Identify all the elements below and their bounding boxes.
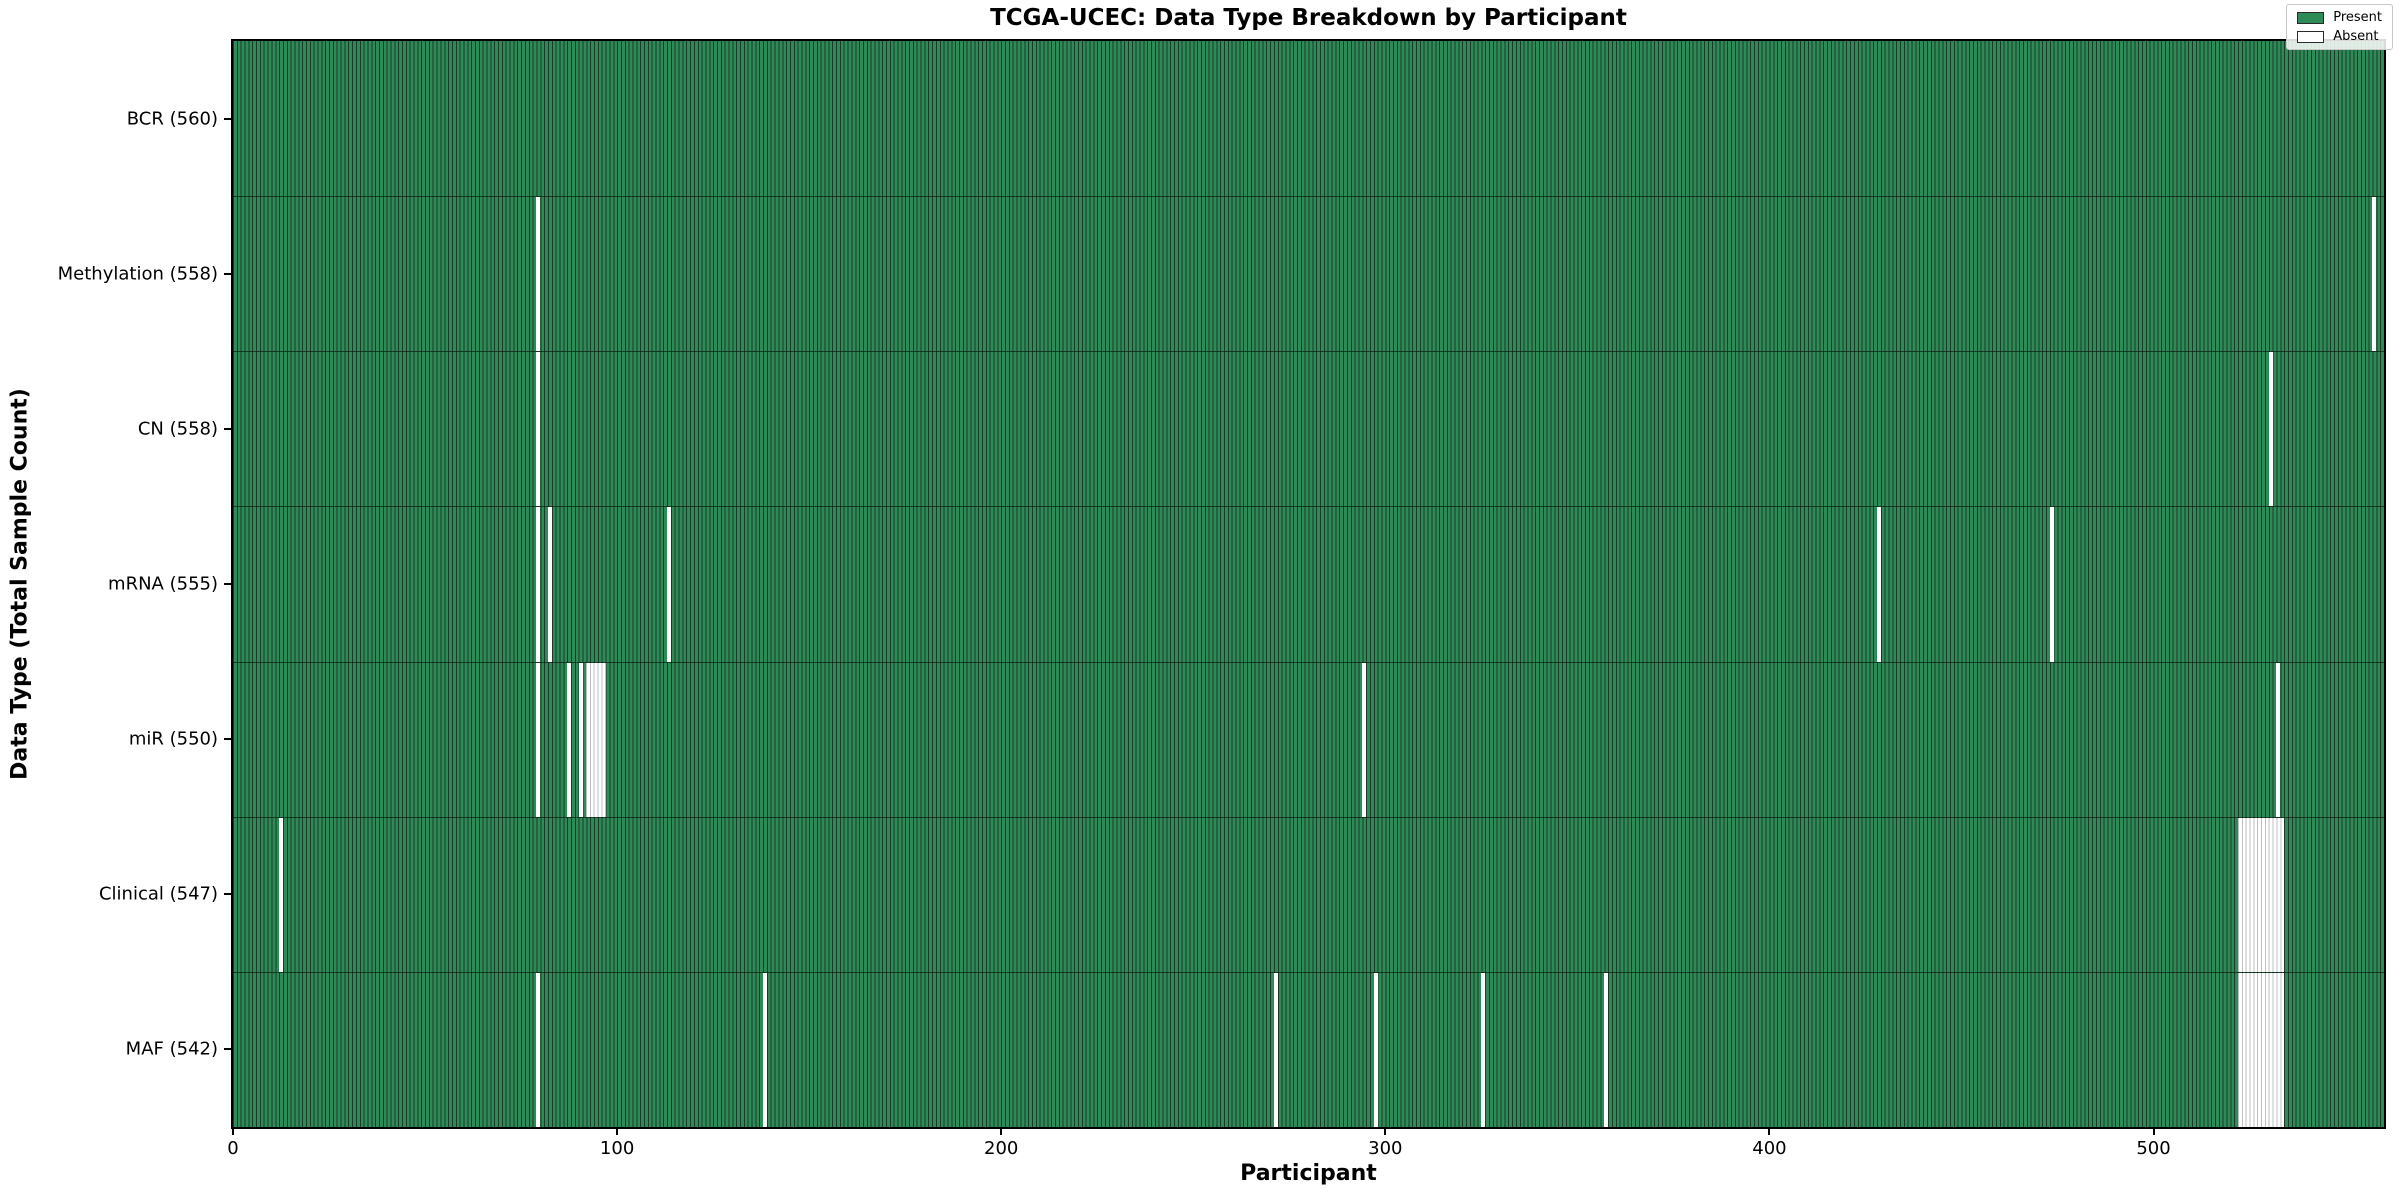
row-mir — [233, 661, 2384, 817]
absent-segment — [2049, 507, 2054, 662]
chart-title: TCGA-UCEC: Data Type Breakdown by Partic… — [990, 5, 1627, 31]
y-tick-label: mRNA (555) — [108, 573, 218, 595]
x-tick — [616, 1127, 619, 1135]
absent-segment — [2268, 352, 2273, 507]
y-tick-label: miR (550) — [128, 728, 218, 750]
y-tick — [224, 117, 233, 120]
absent-segment — [2238, 817, 2285, 972]
x-tick-label: 0 — [227, 1138, 239, 1159]
absent-segment — [536, 507, 541, 662]
absent-segment — [578, 662, 583, 817]
legend-label-absent: Absent — [2333, 29, 2379, 44]
absent-segment — [1373, 972, 1378, 1127]
y-tick-label: Clinical (547) — [98, 883, 218, 905]
absent-segment — [2276, 662, 2281, 817]
absent-segment — [1362, 662, 1367, 817]
legend: Present Absent — [2286, 4, 2393, 50]
row-methylation — [233, 196, 2384, 352]
x-tick-label: 500 — [2136, 1138, 2171, 1159]
x-tick — [1384, 1127, 1387, 1135]
absent-segment — [1604, 972, 1609, 1127]
absent-segment — [536, 662, 541, 817]
absent-segment — [536, 972, 541, 1127]
legend-item-present: Present — [2297, 11, 2382, 24]
absent-segment — [536, 197, 541, 352]
absent-segment — [1481, 972, 1486, 1127]
row-mrna — [233, 506, 2384, 662]
absent-segment — [667, 507, 671, 662]
y-tick — [224, 272, 233, 275]
row-bcr — [233, 41, 2384, 197]
x-tick-label: 200 — [984, 1138, 1019, 1159]
absent-segment — [2238, 972, 2285, 1127]
row-clinical — [233, 816, 2384, 972]
x-axis-label: Participant — [1240, 1161, 1377, 1186]
absent-segment — [567, 662, 571, 817]
row-maf — [233, 971, 2384, 1127]
x-tick — [1000, 1127, 1003, 1135]
y-tick-label: BCR (560) — [126, 108, 218, 130]
x-tick-label: 400 — [1752, 1138, 1787, 1159]
present-swatch-icon — [2297, 11, 2325, 24]
absent-swatch-icon — [2297, 30, 2325, 43]
y-tick — [224, 893, 233, 896]
absent-segment — [536, 352, 541, 507]
y-tick — [224, 583, 233, 585]
plot-area — [233, 41, 2384, 1127]
x-tick-label: 300 — [1368, 1138, 1403, 1159]
y-tick — [224, 738, 233, 741]
y-tick-label: CN (558) — [137, 418, 218, 440]
row-cn — [233, 351, 2384, 507]
absent-segment — [279, 817, 283, 972]
legend-item-absent: Absent — [2297, 30, 2382, 43]
absent-segment — [547, 507, 552, 662]
y-tick — [224, 1048, 233, 1051]
x-tick — [1768, 1127, 1771, 1135]
y-tick — [224, 427, 233, 430]
x-tick-label: 100 — [599, 1138, 635, 1159]
x-tick — [2152, 1127, 2155, 1135]
absent-segment — [1273, 972, 1278, 1127]
absent-segment — [763, 972, 767, 1127]
y-tick-label: Methylation (558) — [57, 263, 218, 285]
absent-segment — [1876, 507, 1881, 662]
legend-label-present: Present — [2333, 10, 2382, 25]
absent-segment — [2372, 197, 2377, 352]
x-tick — [232, 1127, 234, 1135]
absent-segment — [586, 662, 606, 817]
y-tick-label: MAF (542) — [125, 1038, 218, 1060]
